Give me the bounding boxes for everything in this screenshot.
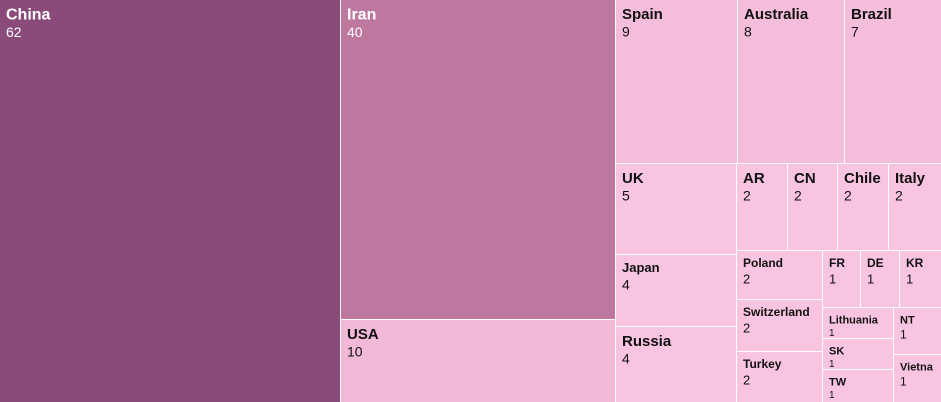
tile-value-brazil: 7 — [851, 23, 859, 39]
tile-rect-china — [0, 0, 340, 402]
tile-label-china: China — [6, 7, 51, 24]
tile-value-tw: 1 — [829, 390, 835, 401]
tile-label-australia: Australia — [744, 6, 809, 23]
tile-rect-tw — [823, 370, 893, 402]
tile-label-lithuania: Lithuania — [829, 314, 879, 326]
tile-rect-sk — [823, 339, 893, 369]
tile-cn: CN2 — [788, 164, 837, 250]
tile-value-vietna: 1 — [900, 374, 907, 388]
tile-value-de: 1 — [867, 271, 874, 286]
tile-label-chile: Chile — [844, 170, 881, 187]
tile-rect-iran — [341, 0, 615, 319]
tile-value-lithuania: 1 — [829, 328, 835, 339]
tile-value-nt: 1 — [900, 327, 907, 341]
tile-label-brazil: Brazil — [851, 6, 892, 23]
tile-label-spain: Spain — [622, 6, 663, 23]
tile-rect-russia — [616, 327, 736, 402]
tile-label-uk: UK — [622, 170, 644, 187]
tile-rect-italy — [889, 164, 941, 250]
tile-value-turkey: 2 — [743, 372, 750, 387]
tile-rect-spain — [616, 0, 737, 163]
tile-label-russia: Russia — [622, 333, 672, 350]
tile-rect-cn — [788, 164, 837, 250]
tile-rect-vietna — [894, 355, 941, 402]
tile-rect-australia — [738, 0, 844, 163]
tile-label-cn: CN — [794, 170, 816, 187]
tile-ar: AR2 — [737, 164, 787, 250]
tile-value-sk: 1 — [829, 359, 835, 370]
tile-label-fr: FR — [829, 256, 845, 270]
tile-rect-lithuania — [823, 308, 893, 338]
tile-rect-fr — [823, 251, 860, 307]
tile-label-switzerland: Switzerland — [743, 305, 810, 319]
tile-de: DE1 — [861, 251, 899, 307]
tile-rect-poland — [737, 251, 822, 299]
tile-value-poland: 2 — [743, 271, 750, 286]
tile-value-japan: 4 — [622, 277, 630, 293]
tile-rect-kr — [900, 251, 941, 307]
tile-rect-usa — [341, 320, 615, 402]
tile-value-uk: 5 — [622, 187, 630, 203]
tile-value-australia: 8 — [744, 23, 752, 39]
tile-uk: UK5 — [616, 164, 736, 254]
tile-label-vietna: Vietna — [900, 361, 934, 373]
tile-rect-nt — [894, 308, 941, 354]
tile-value-china: 62 — [6, 24, 22, 40]
tile-japan: Japan 4 — [616, 255, 736, 326]
tile-label-de: DE — [867, 256, 884, 270]
tile-nt: NT1 — [894, 308, 941, 354]
tile-rect-turkey — [737, 352, 822, 402]
tile-value-cn: 2 — [794, 187, 802, 203]
tile-rect-switzerland — [737, 300, 822, 351]
tile-label-iran: Iran — [347, 7, 376, 24]
tile-value-kr: 1 — [906, 271, 913, 286]
tile-value-chile: 2 — [844, 187, 852, 203]
tile-rect-chile — [838, 164, 888, 250]
tile-value-usa: 10 — [347, 343, 363, 359]
tile-label-usa: USA — [347, 326, 379, 343]
tile-rect-ar — [737, 164, 787, 250]
tile-label-turkey: Turkey — [743, 357, 782, 371]
tile-label-poland: Poland — [743, 256, 783, 270]
tile-label-kr: KR — [906, 256, 924, 270]
tile-value-russia: 4 — [622, 350, 630, 366]
tile-label-japan: Japan — [622, 260, 660, 275]
tile-sk: SK 1 — [823, 339, 893, 370]
tile-fr: FR1 — [823, 251, 860, 307]
tile-label-italy: Italy — [895, 170, 926, 187]
tile-value-iran: 40 — [347, 24, 363, 40]
tile-label-nt: NT — [900, 314, 915, 326]
tile-value-italy: 2 — [895, 187, 903, 203]
tile-label-ar: AR — [743, 170, 765, 187]
tile-lithuania: Lithuania 1 — [823, 308, 893, 339]
tile-value-ar: 2 — [743, 187, 751, 203]
tile-value-spain: 9 — [622, 23, 630, 39]
tile-value-fr: 1 — [829, 271, 836, 286]
tile-value-switzerland: 2 — [743, 320, 750, 335]
tile-kr: KR1 — [900, 251, 941, 307]
tile-rect-brazil — [845, 0, 941, 163]
tile-label-sk: SK — [829, 345, 844, 357]
tile-label-tw: TW — [829, 376, 847, 388]
tile-rect-japan — [616, 255, 736, 326]
tile-rect-uk — [616, 164, 736, 254]
tile-tw: TW 1 — [823, 370, 893, 402]
tile-rect-de — [861, 251, 899, 307]
